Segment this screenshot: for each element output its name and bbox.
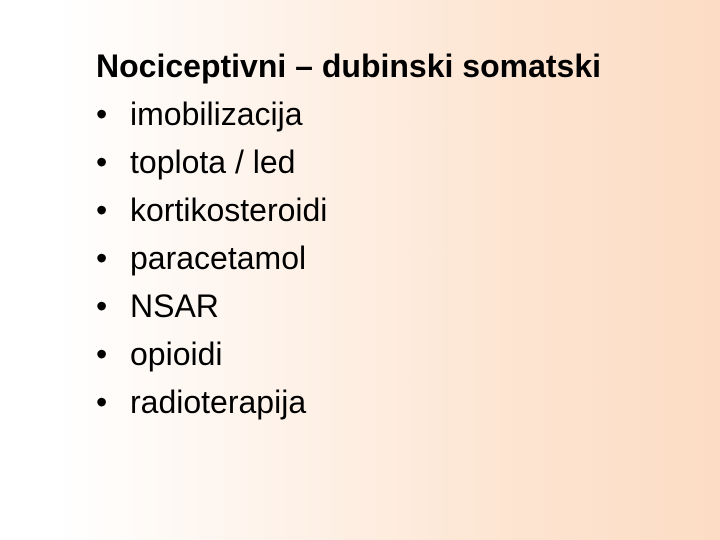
- slide-title: Nociceptivni – dubinski somatski: [96, 42, 720, 90]
- list-item: • imobilizacija: [96, 90, 720, 138]
- list-item-text: paracetamol: [130, 234, 306, 282]
- list-item-text: radioterapija: [130, 378, 306, 426]
- list-item: • radioterapija: [96, 378, 720, 426]
- list-item-text: NSAR: [130, 282, 219, 330]
- bullet-icon: •: [96, 234, 130, 282]
- bullet-icon: •: [96, 330, 130, 378]
- list-item-text: toplota / led: [130, 138, 295, 186]
- list-item: • kortikosteroidi: [96, 186, 720, 234]
- list-item: • NSAR: [96, 282, 720, 330]
- list-item: • paracetamol: [96, 234, 720, 282]
- list-item-text: opioidi: [130, 330, 223, 378]
- list-item: • toplota / led: [96, 138, 720, 186]
- bullet-icon: •: [96, 186, 130, 234]
- list-item-text: imobilizacija: [130, 90, 303, 138]
- list-item-text: kortikosteroidi: [130, 186, 327, 234]
- bullet-icon: •: [96, 90, 130, 138]
- slide: Nociceptivni – dubinski somatski • imobi…: [0, 0, 720, 540]
- bullet-icon: •: [96, 138, 130, 186]
- bullet-icon: •: [96, 282, 130, 330]
- list-item: • opioidi: [96, 330, 720, 378]
- bullet-list: • imobilizacija • toplota / led • kortik…: [96, 90, 720, 426]
- bullet-icon: •: [96, 378, 130, 426]
